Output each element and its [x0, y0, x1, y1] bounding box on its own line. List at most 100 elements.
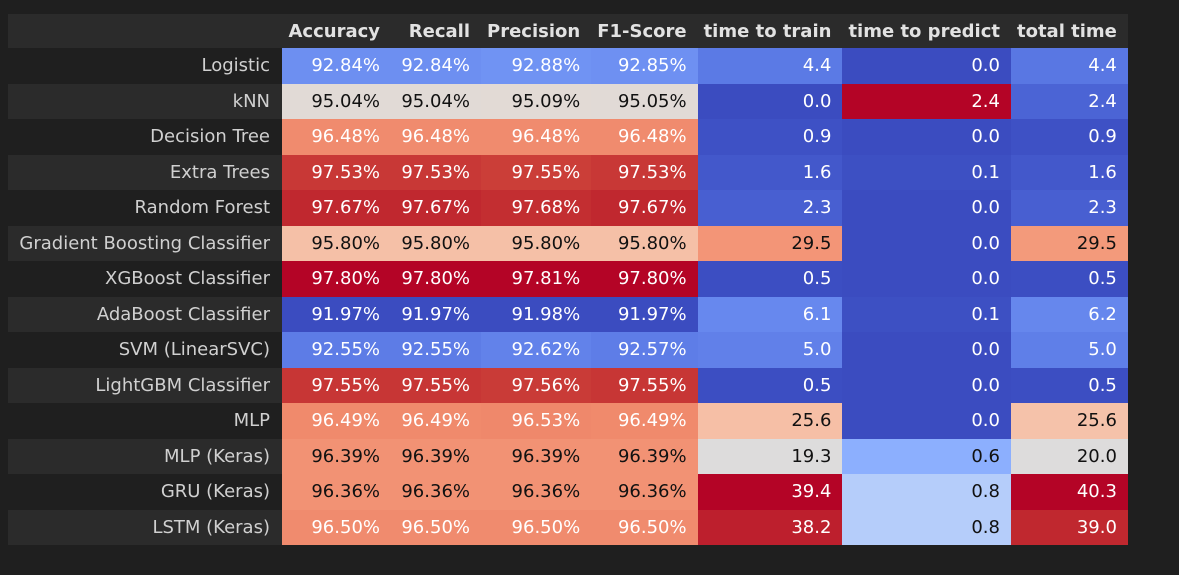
row-label: LightGBM Classifier — [8, 367, 282, 403]
cell-time-to-predict: 0.8 — [842, 474, 1011, 510]
cell-accuracy: 96.49% — [282, 403, 391, 439]
cell-accuracy: 97.55% — [282, 367, 391, 403]
table-row: GRU (Keras) 96.36% 96.36% 96.36% 96.36% 39.4 0… — [8, 474, 1128, 510]
cell-recall: 96.36% — [391, 474, 481, 510]
cell-precision: 96.50% — [481, 509, 592, 545]
table-row: LightGBM Classifier 97.55% 97.55% 97.56% 97.… — [8, 367, 1128, 403]
cell-time-to-train: 0.9 — [697, 119, 843, 155]
table-row: LSTM (Keras) 96.50% 96.50% 96.50% 96.50% 38.2… — [8, 509, 1128, 545]
header-corner — [8, 14, 282, 48]
table-row: Logistic 92.84% 92.84% 92.88% 92.85% 4.4 0.0 4.… — [8, 48, 1128, 84]
header-row: Accuracy Recall Precision F1-Score time … — [8, 14, 1128, 48]
cell-time-to-predict: 0.0 — [842, 190, 1011, 226]
cell-f1-score: 96.48% — [591, 119, 698, 155]
cell-total-time: 1.6 — [1010, 154, 1128, 190]
cell-accuracy: 95.80% — [282, 225, 391, 261]
row-label: Extra Trees — [8, 154, 282, 190]
row-label: Random Forest — [8, 190, 282, 226]
cell-total-time: 0.9 — [1010, 119, 1128, 155]
cell-total-time: 25.6 — [1010, 403, 1128, 439]
cell-total-time: 29.5 — [1010, 225, 1128, 261]
cell-precision: 97.81% — [481, 261, 592, 297]
cell-recall: 92.55% — [391, 332, 481, 368]
cell-accuracy: 95.04% — [282, 83, 391, 119]
cell-accuracy: 92.55% — [282, 332, 391, 368]
cell-f1-score: 95.80% — [591, 225, 698, 261]
cell-total-time: 40.3 — [1010, 474, 1128, 510]
cell-f1-score: 96.36% — [591, 474, 698, 510]
cell-time-to-train: 39.4 — [697, 474, 843, 510]
cell-time-to-train: 29.5 — [697, 225, 843, 261]
model-metrics-table: Accuracy Recall Precision F1-Score time … — [8, 14, 1128, 545]
cell-recall: 92.84% — [391, 48, 481, 84]
cell-recall: 96.49% — [391, 403, 481, 439]
row-label: LSTM (Keras) — [8, 509, 282, 545]
cell-precision: 96.39% — [481, 438, 592, 474]
column-header-time-to-predict: time to predict — [842, 14, 1011, 48]
cell-f1-score: 96.49% — [591, 403, 698, 439]
cell-f1-score: 97.53% — [591, 154, 698, 190]
row-label: GRU (Keras) — [8, 474, 282, 510]
cell-time-to-predict: 0.0 — [842, 48, 1011, 84]
cell-accuracy: 97.67% — [282, 190, 391, 226]
cell-accuracy: 96.50% — [282, 509, 391, 545]
row-label: Decision Tree — [8, 119, 282, 155]
cell-total-time: 0.5 — [1010, 367, 1128, 403]
table-row: Gradient Boosting Classifier 95.80% 95.80%… — [8, 225, 1128, 261]
table-row: SVM (LinearSVC) 92.55% 92.55% 92.62% 92.57% 5… — [8, 332, 1128, 368]
row-label: kNN — [8, 83, 282, 119]
cell-recall: 97.80% — [391, 261, 481, 297]
cell-recall: 97.67% — [391, 190, 481, 226]
cell-f1-score: 96.50% — [591, 509, 698, 545]
cell-recall: 91.97% — [391, 296, 481, 332]
cell-recall: 96.50% — [391, 509, 481, 545]
column-header-precision: Precision — [481, 14, 592, 48]
cell-time-to-predict: 0.8 — [842, 509, 1011, 545]
row-label: MLP (Keras) — [8, 438, 282, 474]
cell-precision: 92.88% — [481, 48, 592, 84]
cell-total-time: 2.3 — [1010, 190, 1128, 226]
table-row: MLP (Keras) 96.39% 96.39% 96.39% 96.39% 19.3 0… — [8, 438, 1128, 474]
cell-total-time: 39.0 — [1010, 509, 1128, 545]
cell-precision: 96.48% — [481, 119, 592, 155]
cell-time-to-predict: 0.6 — [842, 438, 1011, 474]
cell-accuracy: 97.53% — [282, 154, 391, 190]
cell-precision: 96.36% — [481, 474, 592, 510]
cell-accuracy: 97.80% — [282, 261, 391, 297]
cell-time-to-train: 25.6 — [697, 403, 843, 439]
cell-accuracy: 96.48% — [282, 119, 391, 155]
row-label: XGBoost Classifier — [8, 261, 282, 297]
cell-time-to-train: 38.2 — [697, 509, 843, 545]
cell-precision: 97.68% — [481, 190, 592, 226]
cell-time-to-train: 4.4 — [697, 48, 843, 84]
row-label: AdaBoost Classifier — [8, 296, 282, 332]
cell-f1-score: 96.39% — [591, 438, 698, 474]
cell-precision: 92.62% — [481, 332, 592, 368]
cell-precision: 96.53% — [481, 403, 592, 439]
cell-accuracy: 96.39% — [282, 438, 391, 474]
cell-time-to-predict: 0.1 — [842, 296, 1011, 332]
row-label: SVM (LinearSVC) — [8, 332, 282, 368]
cell-time-to-train: 2.3 — [697, 190, 843, 226]
cell-time-to-predict: 0.0 — [842, 403, 1011, 439]
column-header-recall: Recall — [391, 14, 481, 48]
table-row: MLP 96.49% 96.49% 96.53% 96.49% 25.6 0.0 25.6 — [8, 403, 1128, 439]
table-row: kNN 95.04% 95.04% 95.09% 95.05% 0.0 2.4 2.4 — [8, 83, 1128, 119]
table-row: Decision Tree 96.48% 96.48% 96.48% 96.48% 0.9… — [8, 119, 1128, 155]
table-row: Random Forest 97.67% 97.67% 97.68% 97.67% 2.3… — [8, 190, 1128, 226]
cell-f1-score: 97.67% — [591, 190, 698, 226]
row-label: Logistic — [8, 48, 282, 84]
cell-time-to-train: 5.0 — [697, 332, 843, 368]
cell-time-to-train: 0.5 — [697, 367, 843, 403]
column-header-f1-score: F1-Score — [591, 14, 698, 48]
cell-f1-score: 95.05% — [591, 83, 698, 119]
cell-time-to-predict: 0.0 — [842, 225, 1011, 261]
cell-precision: 97.56% — [481, 367, 592, 403]
cell-time-to-predict: 0.1 — [842, 154, 1011, 190]
cell-recall: 96.39% — [391, 438, 481, 474]
cell-precision: 91.98% — [481, 296, 592, 332]
cell-f1-score: 92.57% — [591, 332, 698, 368]
table-body: Logistic 92.84% 92.84% 92.88% 92.85% 4.4 0.0 4.… — [8, 48, 1128, 545]
cell-recall: 95.04% — [391, 83, 481, 119]
cell-total-time: 6.2 — [1010, 296, 1128, 332]
